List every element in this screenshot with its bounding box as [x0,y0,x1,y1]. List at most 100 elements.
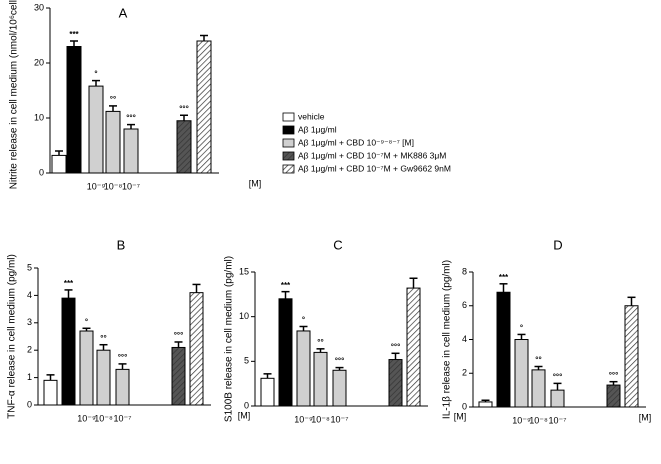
bar [51,154,67,174]
significance-label: *** [64,279,74,288]
x-tick-label: 10⁻⁹ [294,414,313,424]
x-tick-label: 10⁻⁷ [548,415,566,425]
y-tick-label: 5 [27,262,32,272]
bar [189,292,204,406]
bar [406,287,421,407]
y-tick-label: 30 [34,2,44,12]
bar [96,349,111,406]
unit-label: [M] [238,410,251,420]
significance-label: *** [69,30,79,39]
y-tick-label: 15 [239,266,249,276]
y-axis-label: Nitrite release in cell medium (nmol/10⁶… [9,0,20,189]
bar [278,298,293,407]
bar [79,330,94,406]
significance-label: °°° [609,371,619,380]
bar [43,379,58,406]
significance-label: ° [85,317,88,326]
x-tick-label: 10⁻⁹ [512,415,531,425]
bar [105,110,121,174]
significance-label: °°° [179,104,189,113]
y-axis-label: IL-1β release in cell medium (pg/ml) [442,260,453,419]
bar [478,401,493,408]
bar [61,297,76,406]
y-tick-label: 10 [34,112,44,122]
x-tick-label: 10⁻⁸ [104,181,123,191]
significance-label: °°° [391,342,401,351]
bar [123,128,139,174]
bar [115,368,130,406]
significance-label: *** [281,281,291,290]
bar [88,85,104,174]
bar [313,351,328,407]
legend-swatch [282,112,295,122]
bar [332,369,347,407]
significance-label: ° [520,324,523,333]
x-tick-label: 10⁻⁹ [87,181,106,191]
legend-label: Aβ 1μg/ml + CBD 10⁻⁷M + Gw9662 9nM [298,163,451,173]
y-tick-label: 10 [239,311,249,321]
significance-label: °° [100,334,106,343]
bar [176,120,192,174]
significance-label: °° [317,338,323,347]
y-tick-label: 0 [244,400,249,410]
bar [388,359,403,407]
legend-swatch [282,138,295,148]
y-tick-label: 4 [27,290,32,300]
y-tick-label: 0 [39,167,44,177]
x-tick-label: 10⁻⁸ [529,415,548,425]
significance-label: ° [302,316,305,325]
bar [624,305,639,408]
unit-label: [M] [454,411,467,421]
bar [196,40,212,174]
panel-title: B [117,237,126,252]
y-tick-label: 4 [462,334,467,344]
x-tick-label: 10⁻⁹ [77,413,96,423]
x-tick-label: 10⁻⁸ [94,413,113,423]
panel-title: D [553,237,562,252]
legend-label: Aβ 1μg/ml [298,124,337,134]
significance-label: *** [499,273,509,282]
significance-label: °°° [553,372,563,381]
significance-label: °° [535,356,541,365]
y-tick-label: 1 [27,372,32,382]
unit-label: [M] [639,412,652,422]
legend-label: Aβ 1μg/ml + CBD 10⁻⁷M + MK886 3μM [298,150,446,160]
bar [606,384,621,408]
panel-title: C [333,237,342,252]
significance-label: °°° [126,114,136,123]
legend-swatch [282,125,295,135]
legend-swatch [282,164,295,174]
legend-swatch [282,151,295,161]
y-tick-label: 6 [462,300,467,310]
y-tick-label: 20 [34,57,44,67]
bar [296,330,311,407]
x-tick-label: 10⁻⁸ [311,414,330,424]
bar [171,346,186,406]
bar [550,389,565,408]
significance-label: °°° [335,357,345,366]
legend-label: Aβ 1μg/ml + CBD 10⁻⁹⁻⁸⁻⁷ [M] [298,137,414,147]
bar [514,339,529,408]
y-tick-label: 0 [462,401,467,411]
significance-label: °° [110,95,116,104]
y-tick-label: 8 [462,266,467,276]
y-tick-label: 2 [27,345,32,355]
panel-title: A [119,5,128,20]
significance-label: ° [94,70,97,79]
bar [496,291,511,408]
x-tick-label: 10⁻⁷ [113,413,131,423]
x-tick-label: 10⁻⁷ [330,414,348,424]
y-tick-label: 3 [27,317,32,327]
y-axis-label: TNF-α release in cell medium (pg/ml) [7,254,18,419]
y-axis-label: S100B release in cell medium (pg/ml) [224,256,235,422]
bar [531,369,546,408]
bar [260,377,275,407]
y-tick-label: 0 [27,399,32,409]
legend-label: vehicle [298,111,325,121]
bar [66,46,82,174]
x-tick-label: 10⁻⁷ [122,181,140,191]
unit-label: [M] [249,178,262,188]
y-tick-label: 2 [462,368,467,378]
significance-label: °°° [174,331,184,340]
